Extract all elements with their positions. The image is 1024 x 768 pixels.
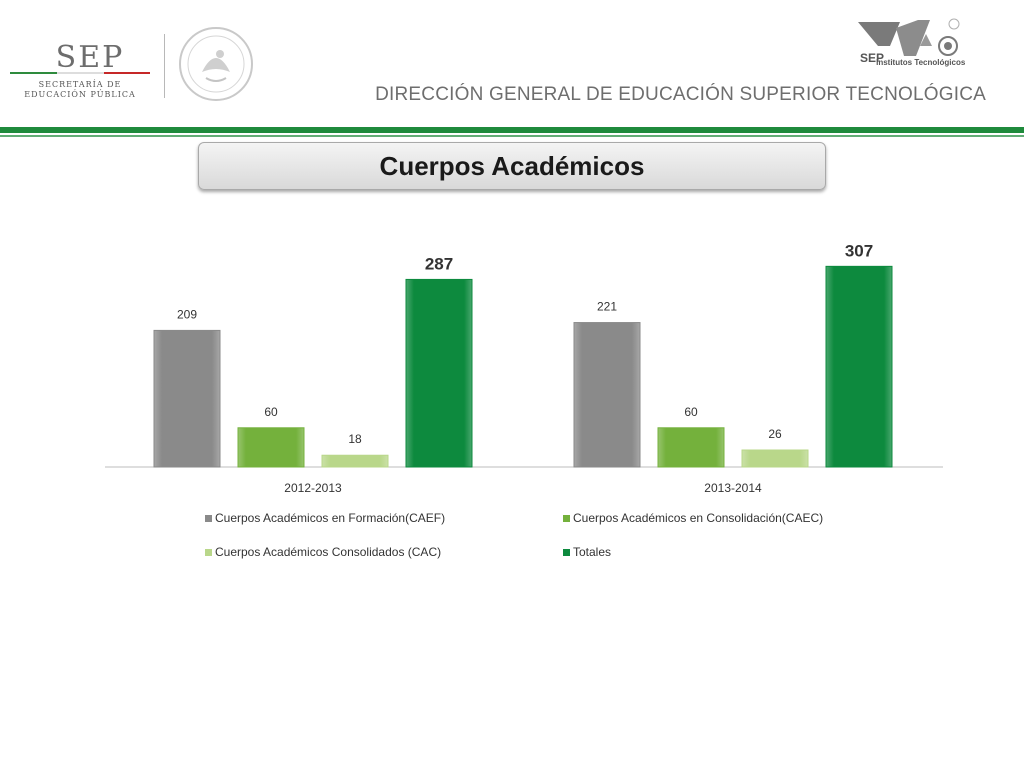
data-label-3-2: 26 bbox=[768, 427, 782, 441]
data-label-4-1: 287 bbox=[425, 254, 453, 273]
sep-logo: SEP SECRETARÍA DE EDUCACIÓN PÚBLICA bbox=[10, 40, 150, 100]
bar-2-2 bbox=[657, 427, 725, 468]
institutos-tecnologicos-logo: SEP bbox=[858, 18, 960, 65]
data-label-2-1: 60 bbox=[264, 405, 278, 419]
data-label-1-1: 209 bbox=[177, 307, 197, 321]
data-label-3-1: 18 bbox=[348, 432, 362, 446]
legend-label-4: Totales bbox=[573, 545, 611, 559]
bar-2-1 bbox=[237, 427, 305, 468]
bar-3-2 bbox=[741, 449, 809, 468]
data-label-2-2: 60 bbox=[684, 405, 698, 419]
legend-swatch-2 bbox=[563, 515, 570, 522]
bar-1-2 bbox=[573, 322, 641, 468]
bar-1-1 bbox=[153, 329, 221, 468]
bar-3-1 bbox=[321, 454, 389, 468]
slide-title: Cuerpos Académicos bbox=[379, 151, 645, 181]
header-green-band-thin bbox=[0, 135, 1024, 137]
legend-label-2: Cuerpos Académicos en Consolidación(CAEC… bbox=[573, 511, 823, 525]
sep-logo-stripe-green bbox=[10, 72, 57, 74]
mexico-coat-of-arms-icon bbox=[179, 27, 253, 101]
legend-swatch-4 bbox=[563, 549, 570, 556]
legend-label-3: Cuerpos Académicos Consolidados (CAC) bbox=[215, 545, 441, 559]
x-tick-label-1: 2012-2013 bbox=[284, 481, 342, 495]
legend-swatch-1 bbox=[205, 515, 212, 522]
institutos-tecnologicos-caption: SEP Institutos Tecnológicos bbox=[876, 58, 966, 67]
sep-logo-stripe-white bbox=[57, 72, 104, 74]
department-name: DIRECCIÓN GENERAL DE EDUCACIÓN SUPERIOR … bbox=[375, 84, 986, 105]
legend-swatch-3 bbox=[205, 549, 212, 556]
header-green-band bbox=[0, 127, 1024, 133]
bar-chart: 209 60 18 287 2012-2013 221 60 26 307 2013-2014 Cu… bbox=[105, 241, 943, 559]
data-label-4-2: 307 bbox=[845, 241, 873, 260]
sep-logo-subtitle-2: EDUCACIÓN PÚBLICA bbox=[24, 90, 136, 99]
x-tick-label-2: 2013-2014 bbox=[704, 481, 762, 495]
slide-header: SEP SECRETARÍA DE EDUCACIÓN PÚBLICA SEP … bbox=[0, 0, 1024, 137]
svg-text:SEP: SEP bbox=[860, 51, 884, 65]
bar-4-1 bbox=[405, 278, 473, 468]
slide-title-box: Cuerpos Académicos bbox=[198, 142, 826, 190]
legend-label-1: Cuerpos Académicos en Formación(CAEF) bbox=[215, 511, 445, 525]
logo-divider bbox=[164, 34, 165, 98]
bar-4-2 bbox=[825, 265, 893, 468]
data-label-1-2: 221 bbox=[597, 300, 617, 314]
sep-logo-word: SEP bbox=[55, 40, 125, 75]
sep-logo-stripe-red bbox=[104, 72, 150, 74]
sep-logo-subtitle-1: SECRETARÍA DE bbox=[38, 80, 122, 89]
